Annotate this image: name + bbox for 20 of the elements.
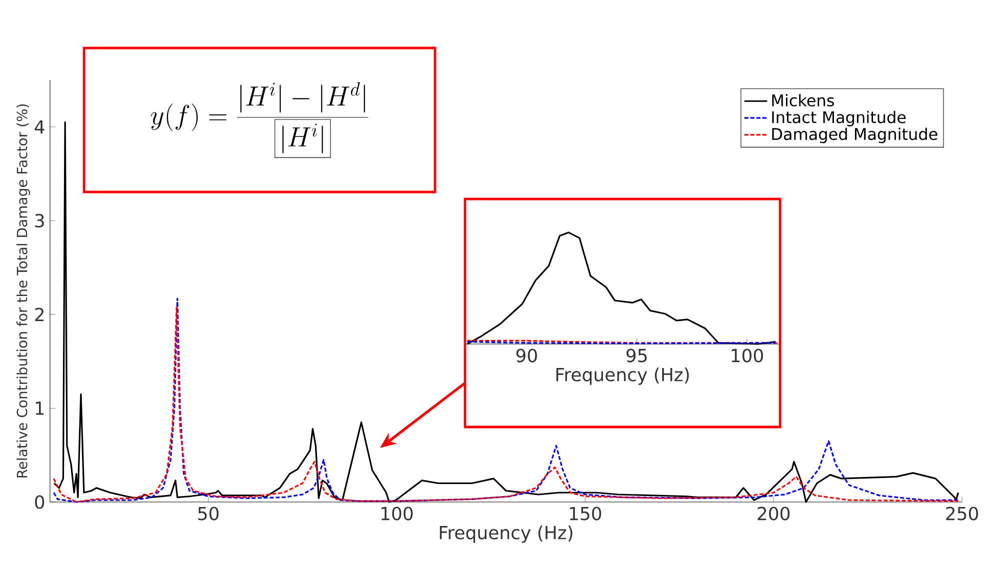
- legend-label: Intact Magnitude: [772, 110, 906, 126]
- legend-label: Damaged Magnitude: [772, 128, 938, 144]
- x-tick-label: 200: [758, 506, 790, 520]
- x-axis-title: Frequency (Hz): [556, 367, 689, 385]
- x-axis-title: Frequency (Hz): [440, 525, 572, 543]
- legend-label: Mickens: [772, 94, 834, 106]
- y-tick-label: 1: [36, 402, 44, 415]
- x-tick-label: 100: [732, 348, 763, 362]
- y-axis-title: Relative Contribution for the Total Damage Factor (%): [16, 104, 30, 478]
- x-tick-label: 100: [382, 506, 413, 520]
- x-tick-label: 50: [198, 506, 219, 520]
- y-tick-label: 3: [35, 214, 44, 228]
- y-tick-label: 4: [34, 120, 44, 134]
- y-tick-label: 0: [35, 495, 44, 509]
- y-tick-label: 2: [35, 308, 44, 322]
- x-tick-label: 95: [626, 348, 647, 362]
- x-tick-label: 90: [516, 348, 537, 362]
- x-tick-label: 150: [570, 506, 602, 520]
- x-tick-label: 250: [946, 506, 978, 520]
- annotation: $y(f) = \frac{|H^{i}| - |H^{d}|}{\fbox{$|H^{i}|$}}$: [150, 82, 368, 158]
